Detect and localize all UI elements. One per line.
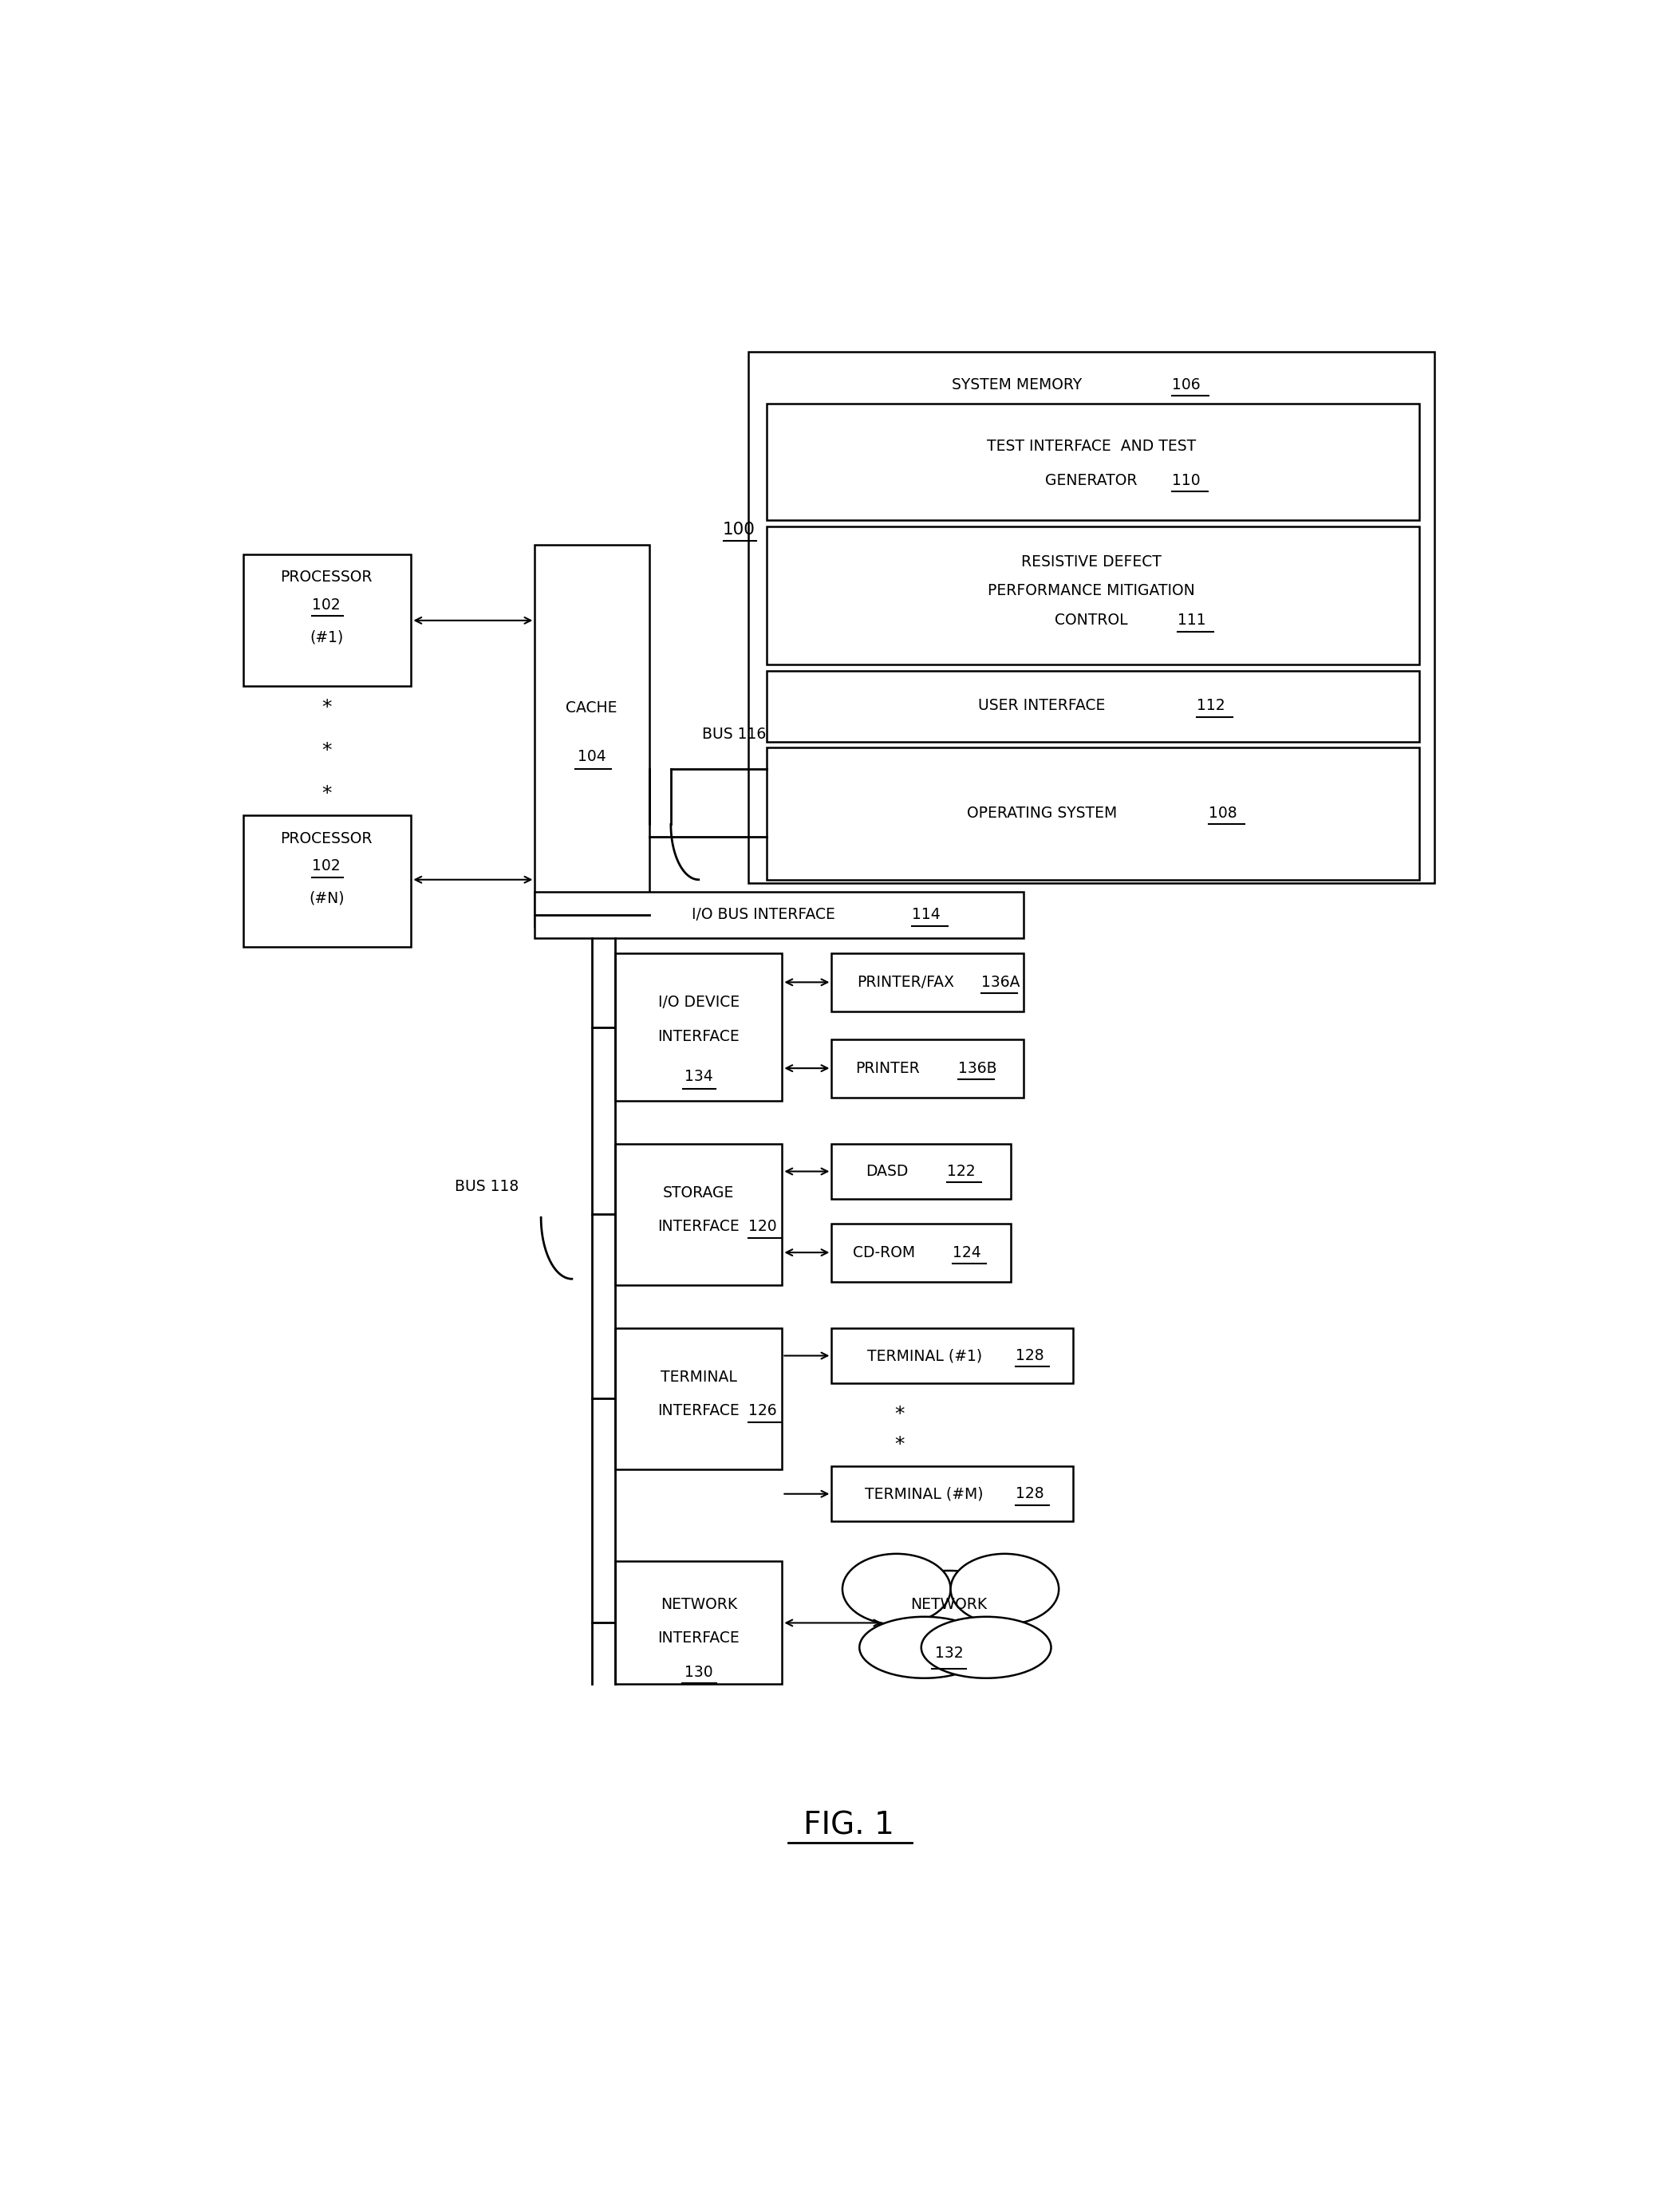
Text: TERMINAL (#M): TERMINAL (#M) [865,1486,984,1502]
Text: CONTROL: CONTROL [1056,613,1128,628]
Text: PERFORMANCE MITIGATION: PERFORMANCE MITIGATION [988,584,1195,599]
Text: SYSTEM MEMORY: SYSTEM MEMORY [953,378,1082,394]
Text: 104: 104 [577,750,606,765]
FancyBboxPatch shape [747,352,1435,883]
Text: TEST INTERFACE  AND TEST: TEST INTERFACE AND TEST [986,438,1196,453]
Text: 130: 130 [684,1663,713,1679]
FancyBboxPatch shape [832,1467,1072,1522]
FancyBboxPatch shape [535,891,1024,938]
Text: 102: 102 [312,597,341,613]
Text: GENERATOR: GENERATOR [1046,473,1137,489]
Text: 122: 122 [948,1164,976,1179]
Text: TERMINAL (#1): TERMINAL (#1) [867,1347,983,1363]
FancyBboxPatch shape [615,1327,782,1469]
Text: OPERATING SYSTEM: OPERATING SYSTEM [966,805,1117,821]
Text: NETWORK: NETWORK [911,1597,988,1613]
Text: TERMINAL: TERMINAL [661,1369,737,1385]
Text: 136B: 136B [958,1060,998,1075]
FancyBboxPatch shape [767,670,1418,741]
Text: INTERFACE: INTERFACE [658,1402,739,1418]
FancyBboxPatch shape [615,953,782,1102]
Ellipse shape [921,1617,1051,1679]
Text: 124: 124 [953,1245,981,1261]
FancyBboxPatch shape [832,1144,1011,1199]
Text: USER INTERFACE: USER INTERFACE [978,699,1105,714]
Text: BUS 116: BUS 116 [703,726,766,741]
FancyBboxPatch shape [767,526,1418,664]
Text: (#1): (#1) [310,630,343,644]
Text: PRINTER/FAX: PRINTER/FAX [857,975,954,989]
Text: PROCESSOR: PROCESSOR [280,832,373,845]
FancyBboxPatch shape [832,1327,1072,1382]
Text: PROCESSOR: PROCESSOR [280,571,373,584]
Text: NETWORK: NETWORK [661,1597,737,1613]
Text: 112: 112 [1196,699,1225,714]
Text: 102: 102 [312,858,341,874]
Text: 111: 111 [1178,613,1206,628]
FancyBboxPatch shape [832,1040,1024,1097]
FancyBboxPatch shape [244,555,411,686]
Text: (#N): (#N) [308,891,345,905]
Text: 100: 100 [722,522,756,538]
Text: CACHE: CACHE [567,701,618,714]
Text: 132: 132 [935,1646,963,1661]
Text: 106: 106 [1171,378,1200,394]
FancyBboxPatch shape [832,1223,1011,1283]
FancyBboxPatch shape [244,816,411,947]
Text: PRINTER: PRINTER [855,1060,920,1075]
Text: *: * [895,1436,905,1453]
Text: STORAGE: STORAGE [663,1186,734,1201]
Ellipse shape [951,1553,1059,1624]
FancyBboxPatch shape [767,748,1418,880]
Text: DASD: DASD [867,1164,908,1179]
FancyBboxPatch shape [767,403,1418,520]
FancyBboxPatch shape [615,1562,782,1683]
Text: 136A: 136A [981,975,1021,989]
Text: 120: 120 [747,1219,777,1234]
Text: I/O DEVICE: I/O DEVICE [658,995,739,1011]
Text: BUS 118: BUS 118 [454,1179,519,1194]
Ellipse shape [860,1617,989,1679]
Text: 108: 108 [1208,805,1238,821]
FancyBboxPatch shape [615,1144,782,1285]
Ellipse shape [875,1571,1024,1650]
Text: 128: 128 [1016,1347,1044,1363]
Text: 128: 128 [1016,1486,1044,1502]
Text: *: * [321,783,331,803]
Text: INTERFACE: INTERFACE [658,1630,739,1646]
Text: 134: 134 [684,1068,713,1084]
Text: INTERFACE: INTERFACE [658,1029,739,1044]
Text: CD-ROM: CD-ROM [853,1245,915,1261]
Text: 110: 110 [1171,473,1200,489]
Text: *: * [895,1405,905,1425]
Text: I/O BUS INTERFACE: I/O BUS INTERFACE [693,907,835,922]
FancyBboxPatch shape [832,953,1024,1011]
Text: 114: 114 [911,907,941,922]
Text: RESISTIVE DEFECT: RESISTIVE DEFECT [1021,555,1162,571]
FancyBboxPatch shape [535,544,650,927]
Text: INTERFACE: INTERFACE [658,1219,739,1234]
Text: *: * [321,741,331,761]
Text: 126: 126 [747,1402,777,1418]
Text: *: * [321,699,331,717]
Text: FIG. 1: FIG. 1 [804,1809,895,1840]
Ellipse shape [842,1553,951,1624]
